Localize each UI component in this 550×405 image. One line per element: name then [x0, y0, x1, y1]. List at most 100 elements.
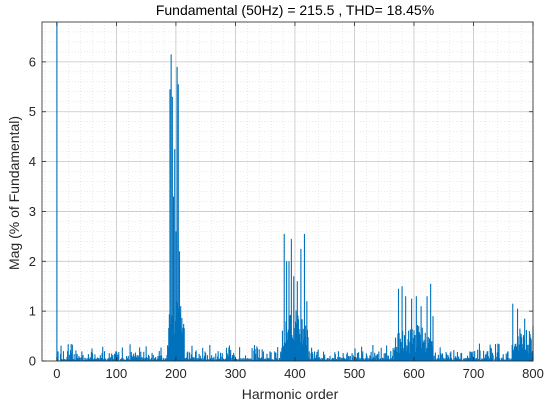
harmonic-bar [427, 347, 429, 361]
harmonic-bar [147, 358, 149, 361]
harmonic-bar [199, 355, 201, 361]
harmonic-bar [153, 359, 155, 361]
harmonic-bar [143, 351, 145, 361]
harmonic-bar [277, 347, 279, 361]
harmonic-bar [193, 360, 195, 361]
harmonic-bar [261, 357, 263, 361]
harmonic-bar [173, 333, 175, 361]
harmonic-bar [490, 348, 492, 361]
harmonic-bar [92, 353, 94, 361]
harmonic-bar [272, 359, 274, 361]
harmonic-bar [280, 351, 282, 361]
harmonic-bar [269, 351, 271, 361]
harmonic-bar [484, 358, 486, 361]
harmonic-bar [449, 353, 451, 361]
harmonic-bar [172, 196, 175, 361]
harmonic-bar [524, 318, 526, 362]
harmonic-bar [162, 358, 164, 361]
harmonic-bar [324, 354, 326, 361]
harmonic-bar [515, 343, 517, 361]
harmonic-bar [497, 343, 499, 361]
harmonic-bar [527, 344, 529, 361]
harmonic-bar [143, 359, 145, 361]
harmonic-bar [311, 347, 313, 361]
harmonic-bar [323, 356, 325, 361]
harmonic-bar [66, 356, 68, 361]
harmonic-bar [530, 337, 532, 361]
harmonic-bar [327, 358, 329, 361]
harmonic-bar [60, 345, 62, 361]
harmonic-bar [340, 358, 342, 361]
harmonic-bar [266, 353, 268, 361]
harmonic-bar [516, 308, 519, 361]
harmonic-bar [99, 358, 101, 361]
harmonic-bar [511, 359, 513, 361]
harmonic-bar [374, 352, 376, 361]
x-tick-label: 700 [463, 366, 485, 381]
harmonic-bar [355, 358, 357, 361]
harmonic-bar [405, 296, 407, 361]
harmonic-bar [317, 349, 319, 361]
harmonic-bar [372, 357, 375, 361]
harmonic-bar [93, 358, 95, 361]
harmonic-bar [386, 345, 388, 361]
harmonic-bar [457, 359, 459, 361]
harmonic-bar [322, 351, 325, 361]
harmonic-bar [250, 358, 252, 361]
y-tick-label: 0 [29, 354, 36, 369]
harmonic-bar [197, 358, 200, 361]
harmonic-bar [90, 351, 92, 361]
harmonic-bar [275, 358, 278, 361]
harmonic-bar [377, 353, 379, 361]
harmonic-bar [433, 358, 435, 361]
harmonic-bar [437, 358, 439, 361]
harmonic-bar [262, 358, 264, 361]
harmonic-bar [489, 358, 491, 361]
harmonic-bar [302, 344, 304, 361]
harmonic-bar [310, 353, 312, 361]
harmonic-bar [465, 358, 467, 361]
harmonic-bar [422, 341, 425, 361]
harmonic-bar [486, 351, 488, 361]
harmonic-bar [328, 358, 331, 361]
harmonic-bar [446, 358, 448, 361]
harmonic-bar [287, 332, 289, 361]
harmonic-bar [459, 358, 461, 361]
harmonic-bar [296, 323, 298, 361]
harmonic-bar [441, 353, 444, 361]
harmonic-bar [412, 344, 414, 361]
harmonic-bar [419, 340, 422, 361]
harmonic-bar [386, 359, 388, 361]
harmonic-bar [239, 347, 241, 361]
harmonic-bar [211, 355, 213, 361]
harmonic-bar [482, 359, 484, 361]
harmonic-bar [154, 357, 156, 361]
harmonic-bar [279, 359, 281, 361]
harmonic-bar [417, 331, 419, 361]
harmonic-bar [81, 359, 84, 361]
harmonic-bar [145, 358, 147, 361]
harmonic-bar [394, 337, 397, 361]
harmonic-bar [384, 358, 386, 361]
harmonic-bar [467, 357, 469, 361]
harmonic-bar [134, 352, 136, 361]
harmonic-bar [114, 353, 116, 361]
harmonic-bar [142, 359, 144, 361]
harmonic-bar [214, 359, 216, 361]
harmonic-bar [155, 357, 157, 361]
harmonic-bar [220, 360, 222, 361]
harmonic-bar [161, 359, 163, 361]
harmonic-bar [151, 352, 153, 361]
harmonic-bar [431, 341, 433, 361]
harmonic-bar [337, 351, 339, 361]
harmonic-bar [75, 350, 77, 361]
harmonic-bar [218, 358, 220, 361]
harmonic-bar [373, 359, 375, 361]
harmonic-bar [454, 357, 456, 361]
harmonic-bar [209, 358, 211, 361]
harmonic-bar [71, 353, 73, 361]
harmonic-bar [68, 354, 70, 361]
harmonic-bar [487, 351, 489, 361]
harmonic-bar [375, 355, 377, 361]
harmonic-bar [206, 355, 208, 361]
